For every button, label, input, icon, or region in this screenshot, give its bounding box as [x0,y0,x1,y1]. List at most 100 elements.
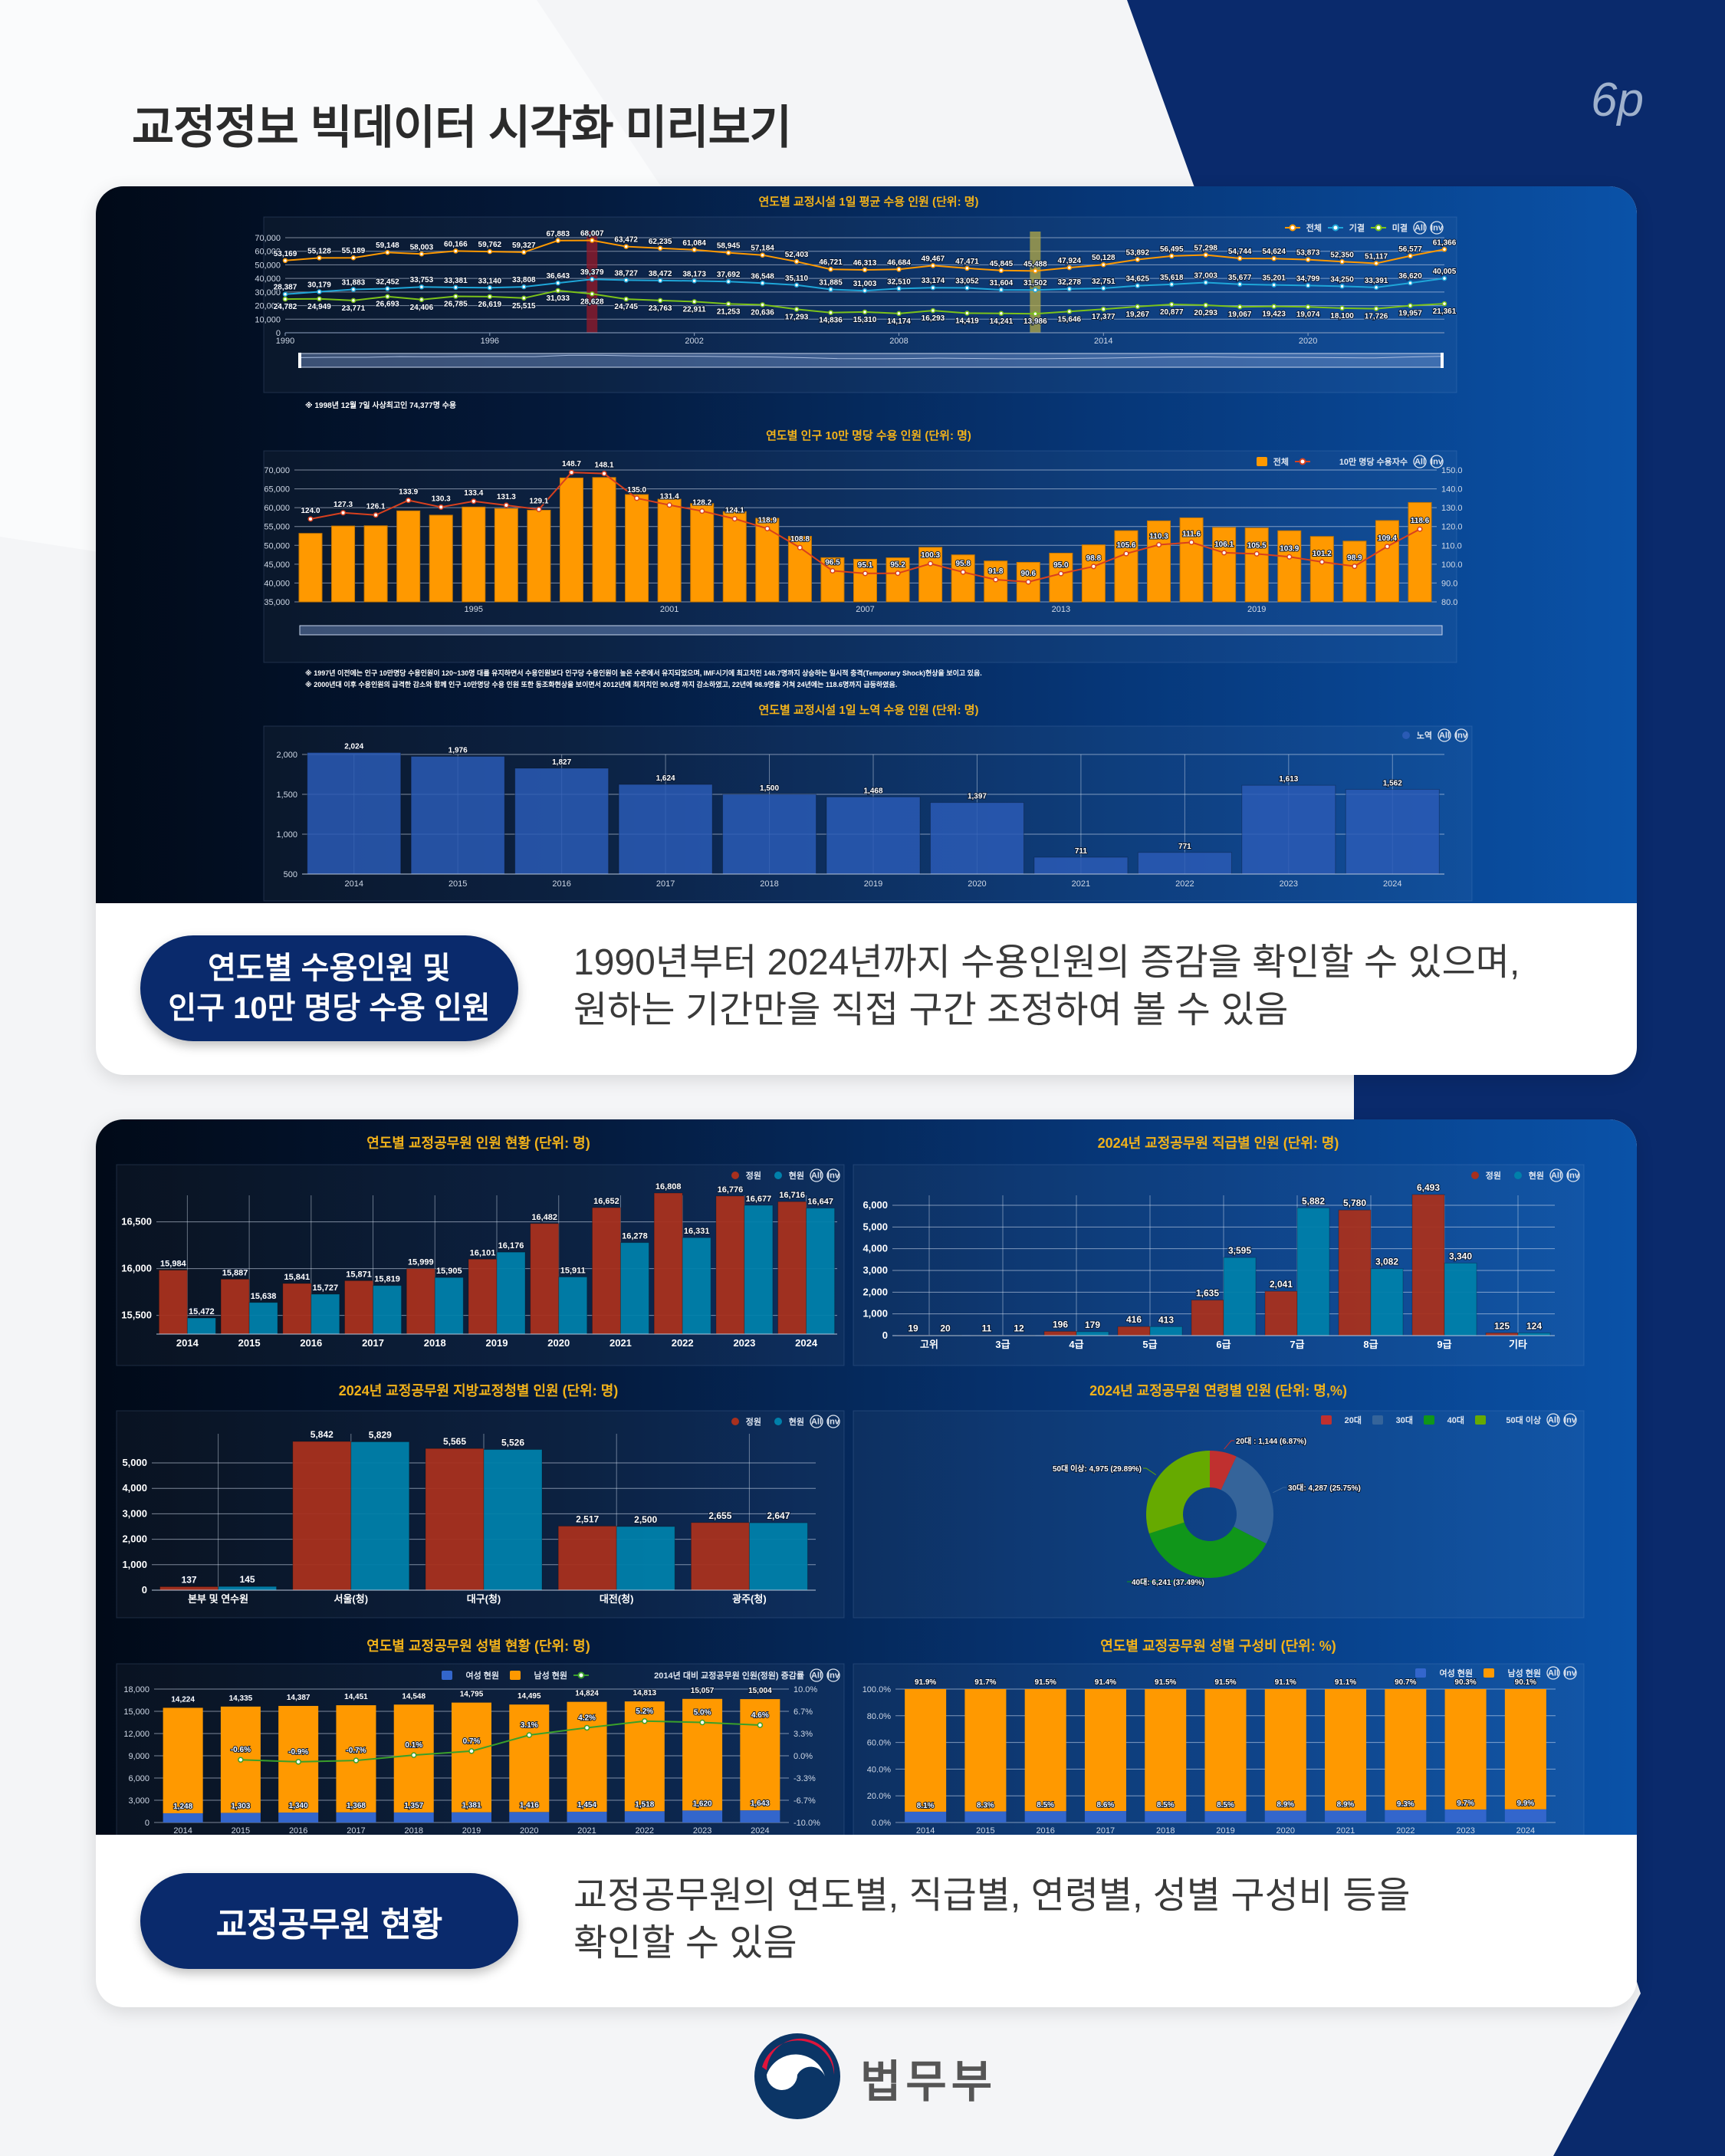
data-point[interactable] [1237,304,1243,310]
bar-female-share[interactable] [1444,1809,1487,1822]
data-point[interactable] [1271,282,1276,288]
bar-노역[interactable] [1137,852,1232,875]
bar-male[interactable] [163,1707,203,1813]
data-point[interactable] [930,307,936,314]
data-point[interactable] [699,1719,705,1726]
bar-male-share[interactable] [1145,1689,1187,1812]
bar-male-share[interactable] [1444,1689,1487,1810]
data-point[interactable] [503,502,509,508]
data-point[interactable] [1441,247,1447,252]
bar-현원[interactable] [744,1205,774,1335]
bar-정원[interactable] [715,1195,745,1335]
data-point[interactable] [1135,304,1141,310]
data-point[interactable] [1033,268,1038,274]
bar-female[interactable] [452,1812,491,1822]
bar-현원[interactable] [434,1277,464,1335]
bar-정원[interactable] [557,1525,617,1591]
data-point[interactable] [657,278,663,284]
data-point[interactable] [373,512,379,518]
legend-marker[interactable] [577,1671,585,1679]
data-point[interactable] [1373,261,1379,266]
data-point[interactable] [998,268,1004,274]
bar-정원[interactable] [282,1283,312,1335]
all-toggle-button[interactable] [1438,728,1451,742]
bar-female[interactable] [624,1811,665,1822]
bar-male-share[interactable] [905,1689,947,1812]
data-point[interactable] [471,498,477,504]
data-point[interactable] [896,286,902,291]
donut-slice-30대[interactable] [1221,1456,1273,1544]
data-point[interactable] [1441,275,1447,281]
data-point[interactable] [896,267,902,272]
data-point[interactable] [589,276,595,282]
data-point[interactable] [468,1748,475,1754]
legend-dot[interactable] [1402,731,1410,739]
bar-female[interactable] [220,1813,261,1822]
data-point[interactable] [828,287,833,292]
bar-male[interactable] [509,1704,550,1813]
data-point[interactable] [1168,301,1175,307]
data-point[interactable] [642,1718,648,1724]
bar-male-share[interactable] [1264,1689,1306,1811]
bar-현원[interactable] [748,1522,808,1591]
bar-female-share[interactable] [1145,1811,1187,1822]
data-point[interactable] [487,285,493,291]
bar-정원[interactable] [530,1223,560,1335]
bar-정원[interactable] [1191,1300,1224,1336]
bar-노역[interactable] [1241,784,1336,875]
navigator-handle-left[interactable] [298,353,301,368]
data-point[interactable] [307,516,314,522]
data-point[interactable] [692,299,697,304]
inv-toggle-button[interactable] [1563,1413,1577,1427]
data-point[interactable] [317,296,322,302]
data-point[interactable] [1237,255,1243,261]
data-point[interactable] [862,288,868,294]
bar-정원[interactable] [1264,1290,1298,1336]
data-point[interactable] [1135,257,1141,262]
bar-현원[interactable] [1517,1332,1551,1336]
data-point[interactable] [1168,281,1175,288]
bar-정원[interactable] [158,1270,188,1335]
data-point[interactable] [896,311,902,317]
data-point[interactable] [350,287,356,292]
bar[interactable] [1309,536,1334,603]
bar-정원[interactable] [344,1280,374,1335]
bar-정원[interactable] [1411,1194,1445,1336]
data-point[interactable] [1408,303,1413,308]
data-point[interactable] [1237,281,1243,288]
inv-toggle-button[interactable] [826,1415,840,1428]
data-point[interactable] [453,294,458,299]
inv-toggle-button[interactable] [1563,1666,1577,1680]
data-point[interactable] [634,495,640,501]
bar-chart-officers-rank[interactable]: 0 1,000 2,000 3,000 4,000 5,000 6,000 19 11 196 41… [853,1164,1585,1366]
legend-dot[interactable] [731,1172,739,1179]
data-point[interactable] [1408,253,1413,259]
data-point[interactable] [1101,285,1106,291]
data-point[interactable] [928,560,934,567]
bar-정원[interactable] [220,1278,250,1335]
data-point[interactable] [757,1722,764,1728]
data-point[interactable] [760,281,765,286]
bar-현원[interactable] [218,1586,278,1591]
bar-현원[interactable] [373,1285,402,1335]
data-point[interactable] [828,266,833,272]
inv-toggle-button[interactable] [1454,728,1468,742]
bar-노역[interactable] [826,796,921,875]
bar-현원[interactable] [616,1526,675,1591]
data-point[interactable] [960,569,966,575]
data-point[interactable] [1339,305,1345,311]
data-point[interactable] [828,310,833,315]
bar[interactable] [1049,552,1073,603]
data-point[interactable] [385,286,390,291]
bar-노역[interactable] [618,784,713,875]
bar-chart-officers-region[interactable]: 0 1,000 2,000 3,000 4,000 5,000 137 5,842 5,565 2… [116,1410,845,1619]
data-point[interactable] [794,307,800,312]
data-point[interactable] [623,278,629,283]
bar[interactable] [527,509,551,603]
inv-toggle-button[interactable] [1566,1168,1580,1182]
bar-노역[interactable] [929,802,1024,875]
data-point[interactable] [930,263,936,268]
data-point[interactable] [1135,283,1141,288]
data-point[interactable] [862,267,868,273]
data-point[interactable] [295,1759,301,1765]
